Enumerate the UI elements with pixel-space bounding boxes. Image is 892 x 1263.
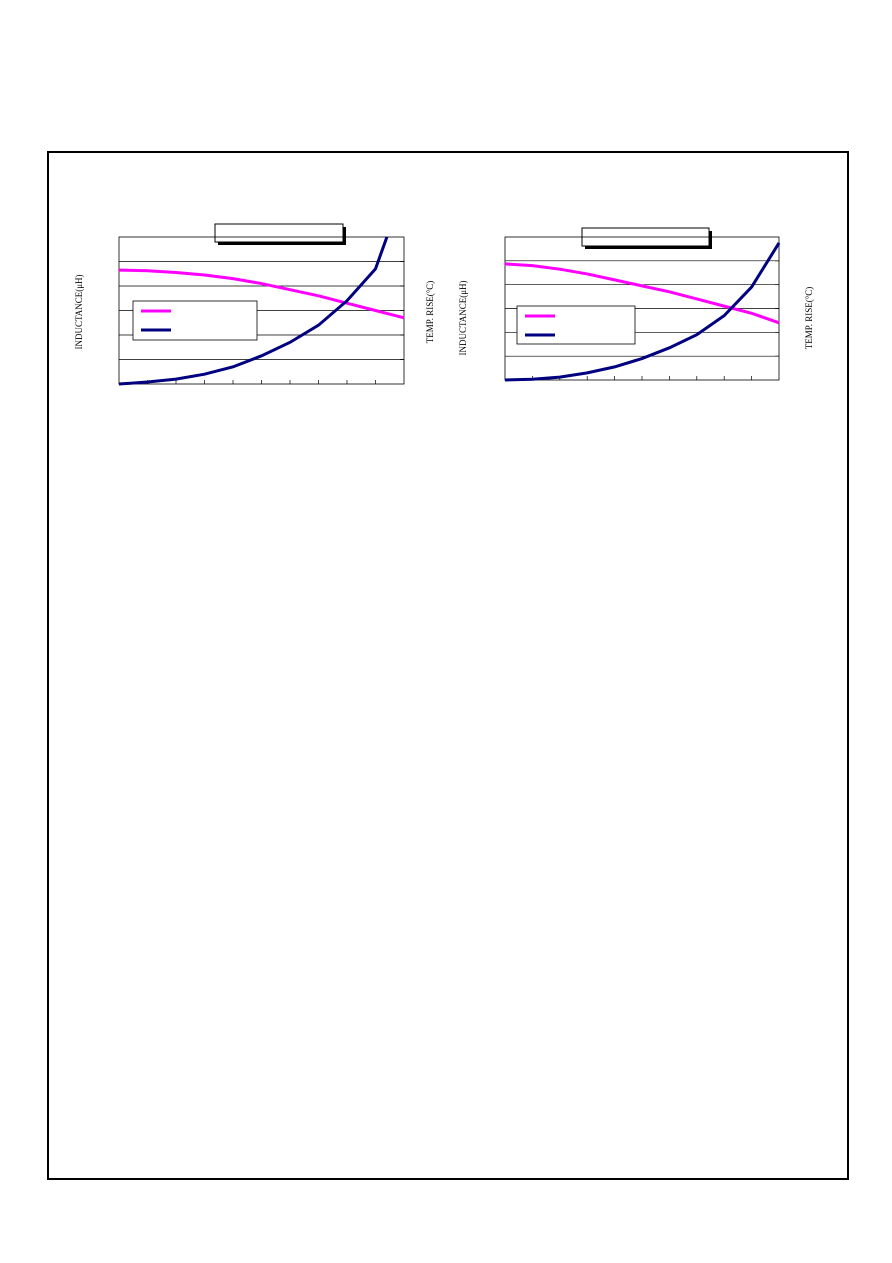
legend-box	[516, 305, 636, 345]
series-line	[118, 268, 405, 320]
legend-box	[132, 300, 258, 341]
title-box	[214, 223, 344, 243]
y-axis-label: INDUCTANCE(μH)	[74, 274, 84, 349]
y-axis-label: INDUCTANCE(μH)	[458, 280, 468, 355]
plot-area	[118, 236, 405, 385]
series-line	[504, 262, 780, 325]
frame	[47, 151, 849, 1180]
y2-axis-label: TEMP. RISE(°C)	[425, 281, 435, 344]
y2-axis-label: TEMP. RISE(°C)	[804, 287, 814, 350]
series-line	[504, 242, 781, 382]
plot-area	[504, 236, 780, 381]
series-line	[118, 236, 389, 386]
